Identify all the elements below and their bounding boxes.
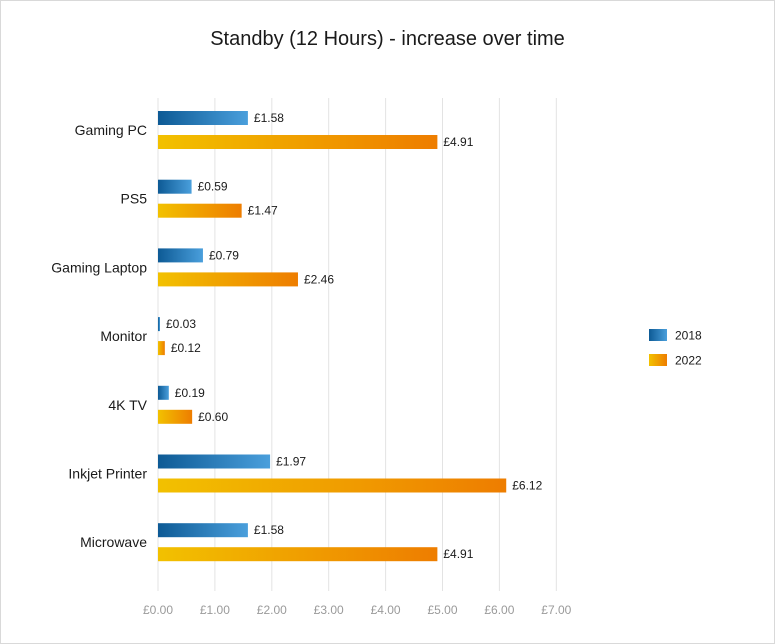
- category-label-microwave: Microwave: [80, 534, 147, 550]
- category-label-gaming-pc: Gaming PC: [75, 122, 147, 138]
- category-label-inkjet-printer: Inkjet Printer: [68, 466, 147, 482]
- category-label-4k-tv: 4K TV: [108, 397, 147, 413]
- data-label-inkjet-printer-2018: £1.97: [276, 455, 306, 469]
- x-axis-ticks: £0.00 £1.00 £2.00 £3.00 £4.00 £5.00 £6.00 £7.00: [143, 603, 572, 617]
- bars: £1.58 £4.91 £0.59 £1.47 £0.79 £2.46 £0.03 £0.12…: [158, 111, 543, 562]
- bar-4k-tv-2022: [158, 409, 193, 424]
- data-label-ps5-2022: £1.47: [248, 204, 278, 218]
- category-label-ps5: PS5: [121, 191, 148, 207]
- bar-gaming-laptop-2018: [158, 248, 203, 263]
- x-tick-label: £2.00: [257, 603, 287, 617]
- x-tick-label: £4.00: [371, 603, 401, 617]
- category-label-gaming-laptop: Gaming Laptop: [51, 259, 147, 275]
- data-label-ps5-2018: £0.59: [198, 180, 228, 194]
- category-labels: Gaming PC PS5 Gaming Laptop Monitor 4K TV Ink…: [51, 122, 147, 550]
- data-label-4k-tv-2018: £0.19: [175, 386, 205, 400]
- chart-title: Standby (12 Hours) - increase over time: [210, 28, 565, 50]
- legend: 2018 2022: [649, 329, 702, 368]
- data-label-gaming-laptop-2018: £0.79: [209, 248, 239, 262]
- bar-ps5-2022: [158, 203, 242, 218]
- data-label-gaming-pc-2018: £1.58: [254, 111, 284, 125]
- bar-monitor-2022: [158, 341, 165, 356]
- data-label-monitor-2018: £0.03: [166, 317, 196, 331]
- data-label-gaming-laptop-2022: £2.46: [304, 272, 334, 286]
- bar-gaming-laptop-2022: [158, 272, 298, 287]
- x-tick-label: £0.00: [143, 603, 173, 617]
- x-tick-label: £3.00: [314, 603, 344, 617]
- legend-swatch-2022: [649, 354, 667, 366]
- bar-ps5-2018: [158, 179, 192, 194]
- x-tick-label: £6.00: [484, 603, 514, 617]
- data-label-monitor-2022: £0.12: [171, 341, 201, 355]
- bar-gaming-pc-2018: [158, 111, 248, 125]
- legend-swatch-2018: [649, 329, 667, 341]
- legend-label-2022: 2022: [675, 354, 702, 368]
- data-label-gaming-pc-2022: £4.91: [443, 135, 473, 149]
- data-label-4k-tv-2022: £0.60: [198, 410, 228, 424]
- bar-inkjet-printer-2018: [158, 454, 271, 469]
- bar-4k-tv-2018: [158, 385, 169, 400]
- bar-microwave-2018: [158, 523, 248, 538]
- gridlines: [157, 98, 557, 591]
- x-tick-label: £5.00: [427, 603, 457, 617]
- x-tick-label: £1.00: [200, 603, 230, 617]
- legend-label-2018: 2018: [675, 329, 702, 343]
- bar-microwave-2022: [158, 547, 438, 562]
- category-label-monitor: Monitor: [100, 328, 147, 344]
- bar-inkjet-printer-2022: [158, 478, 507, 493]
- x-tick-label: £7.00: [541, 603, 571, 617]
- bar-monitor-2018: [158, 317, 160, 332]
- data-label-inkjet-printer-2022: £6.12: [512, 479, 542, 493]
- data-label-microwave-2018: £1.58: [254, 523, 284, 537]
- bar-gaming-pc-2022: [158, 135, 438, 149]
- data-label-microwave-2022: £4.91: [443, 547, 473, 561]
